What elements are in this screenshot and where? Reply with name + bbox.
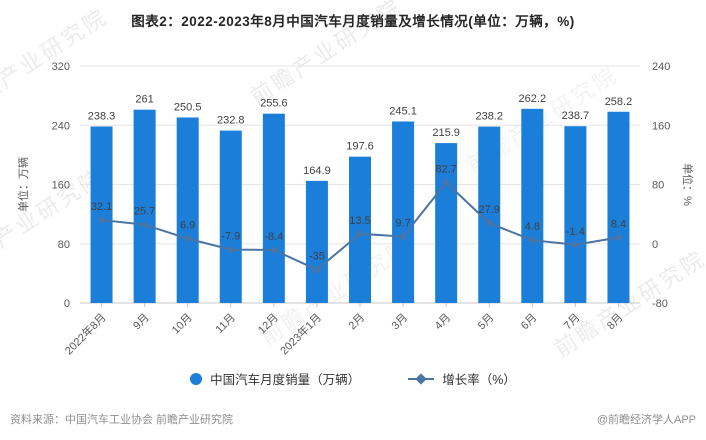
line-point-marker bbox=[571, 240, 580, 249]
line-value-label: 27.9 bbox=[479, 204, 500, 216]
bar bbox=[564, 126, 587, 303]
x-axis-label: 9月 bbox=[131, 312, 152, 333]
legend-item-sales: 中国汽车月度销量（万辆） bbox=[190, 369, 360, 388]
line-point-marker bbox=[140, 220, 149, 229]
line-value-label: 13.5 bbox=[349, 215, 370, 227]
left-axis-title: 单位：万辆 bbox=[16, 157, 30, 212]
line-value-label: -8.4 bbox=[264, 231, 283, 243]
right-axis-tick-label: 160 bbox=[652, 120, 670, 132]
left-axis-tick-label: 160 bbox=[52, 180, 70, 192]
bar-value-label: 232.8 bbox=[217, 115, 245, 127]
bar-value-label: 238.7 bbox=[562, 110, 590, 122]
right-axis-tick-label: 0 bbox=[652, 239, 658, 251]
chart-title: 图表2：2022-2023年8月中国汽车月度销量及增长情况(单位：万辆，%) bbox=[131, 14, 575, 29]
bar bbox=[219, 130, 242, 303]
left-axis-tick-label: 240 bbox=[52, 120, 70, 132]
bar bbox=[478, 126, 501, 303]
x-axis-label: 7月 bbox=[562, 312, 583, 333]
credit-text: @前瞻经济学人APP bbox=[596, 414, 696, 426]
x-axis-label: 10月 bbox=[170, 312, 195, 337]
x-axis-label: 2022年8月 bbox=[62, 310, 109, 357]
bar bbox=[90, 126, 113, 303]
legend-item-growth: 增长率（%） bbox=[408, 369, 516, 388]
bar bbox=[607, 111, 630, 303]
bar-value-label: 164.9 bbox=[303, 165, 331, 177]
bar bbox=[435, 143, 458, 303]
bar bbox=[262, 113, 285, 303]
x-axis-label: 2月 bbox=[347, 312, 368, 333]
bar-value-label: 245.1 bbox=[389, 105, 417, 117]
line-value-label: 4.8 bbox=[525, 221, 540, 233]
line-value-label: 8.4 bbox=[611, 219, 626, 231]
bar-series-marker-icon bbox=[190, 372, 203, 385]
bar-value-label: 258.2 bbox=[605, 96, 633, 108]
bar-value-label: 238.3 bbox=[88, 111, 116, 123]
bar-value-label: 261 bbox=[135, 94, 153, 106]
line-point-marker bbox=[442, 178, 451, 187]
source-text: 资料来源：中国汽车工业协会 前瞻产业研究院 bbox=[10, 414, 234, 426]
x-axis-label: 8月 bbox=[605, 312, 626, 333]
left-axis-tick-label: 320 bbox=[52, 61, 70, 73]
line-point-marker bbox=[183, 234, 192, 243]
right-axis-tick-label: 240 bbox=[652, 61, 670, 73]
bar bbox=[133, 109, 156, 304]
legend: 中国汽车月度销量（万辆） 增长率（%） bbox=[0, 369, 706, 388]
line-point-marker bbox=[97, 215, 106, 224]
line-value-label: 6.9 bbox=[180, 220, 195, 232]
line-value-label: -7.9 bbox=[221, 231, 240, 243]
bar bbox=[176, 117, 199, 303]
right-axis-tick-label: -80 bbox=[652, 298, 668, 310]
line-value-label: 32.1 bbox=[91, 201, 112, 213]
bar-value-label: 262.2 bbox=[519, 93, 547, 105]
line-point-marker bbox=[614, 233, 623, 242]
line-point-marker bbox=[528, 236, 537, 245]
legend-label-growth: 增长率（%） bbox=[442, 373, 516, 387]
bar-value-label: 238.2 bbox=[475, 111, 503, 123]
x-axis-label: 12月 bbox=[256, 312, 281, 337]
bar bbox=[305, 180, 328, 303]
x-axis-label: 5月 bbox=[476, 312, 497, 333]
line-point-marker bbox=[269, 245, 278, 254]
bar-value-label: 197.6 bbox=[346, 141, 374, 153]
x-axis-label: 6月 bbox=[519, 312, 540, 333]
line-point-marker bbox=[399, 232, 408, 241]
right-axis-title: 单位：% bbox=[681, 163, 695, 206]
combo-chart-canvas: 0 80 160 240 320 -80 0 80 160 240 单位：万辆 单位：% 238.3 26… bbox=[16, 61, 695, 357]
bar bbox=[521, 108, 544, 303]
line-point-marker bbox=[356, 229, 364, 238]
x-axis-label: 11月 bbox=[214, 312, 238, 336]
line-value-label: -1.4 bbox=[566, 226, 585, 238]
line-series-marker-icon bbox=[408, 372, 435, 385]
right-axis-tick-label: 80 bbox=[652, 180, 664, 192]
left-axis-tick-label: 80 bbox=[58, 239, 70, 251]
line-value-label: 25.7 bbox=[134, 206, 155, 218]
x-axis-label: 4月 bbox=[433, 312, 454, 333]
footer: 资料来源：中国汽车工业协会 前瞻产业研究院 @前瞻经济学人APP bbox=[10, 411, 696, 427]
left-axis-tick-label: 0 bbox=[64, 298, 70, 310]
bar bbox=[392, 121, 415, 303]
line-point-marker bbox=[312, 265, 321, 274]
x-axis-label: 2023年1月 bbox=[277, 310, 324, 357]
bar-value-label: 215.9 bbox=[432, 127, 460, 139]
line-value-label: 9.7 bbox=[395, 218, 410, 230]
x-axis-label: 3月 bbox=[390, 312, 411, 333]
bar-value-label: 255.6 bbox=[260, 98, 288, 110]
line-value-label: -35 bbox=[309, 251, 325, 263]
line-point-marker bbox=[226, 245, 235, 254]
line-value-label: 82.7 bbox=[435, 164, 456, 176]
legend-label-sales: 中国汽车月度销量（万辆） bbox=[210, 373, 361, 387]
line-point-marker bbox=[485, 219, 494, 228]
bar-value-label: 250.5 bbox=[174, 101, 202, 113]
